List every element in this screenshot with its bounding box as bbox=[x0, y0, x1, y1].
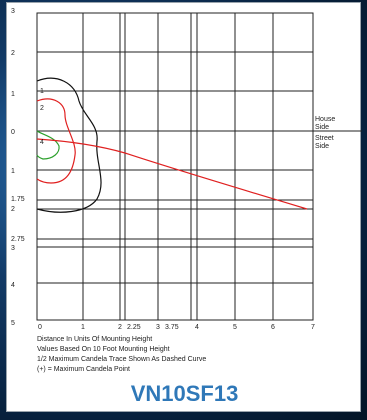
vertical-gridlines bbox=[82, 13, 274, 320]
y-label: 3 bbox=[11, 8, 15, 15]
street-side-label: Side bbox=[315, 143, 329, 150]
note-max-candela: (+) = Maximum Candela Point bbox=[37, 366, 130, 373]
y-label: 2 bbox=[11, 206, 15, 213]
x-axis-labels: 0 1 2 2.25 3 3.75 4 5 6 7 bbox=[38, 324, 315, 331]
note-half-max-trace: 1/2 Maximum Candela Trace Shown As Dashe… bbox=[37, 356, 207, 363]
street-label: Street bbox=[315, 135, 334, 142]
horizontal-gridlines bbox=[37, 51, 313, 284]
model-title: VN10SF13 bbox=[130, 381, 239, 406]
isocandle-curve-4 bbox=[36, 130, 60, 160]
x-label: 2.25 bbox=[127, 324, 141, 331]
y-label: 3 bbox=[11, 245, 15, 252]
curve-label-4: 4 bbox=[40, 139, 44, 146]
x-label: 7 bbox=[311, 324, 315, 331]
isofootcandle-plot: 3 2 1 0 1 1.75 2 2.75 3 4 5 0 1 2 2.25 3… bbox=[11, 8, 362, 331]
x-label: 3 bbox=[156, 324, 160, 331]
y-label: 0 bbox=[11, 129, 15, 136]
house-side-label: Side bbox=[315, 124, 329, 131]
y-label: 1 bbox=[11, 168, 15, 175]
x-label: 1 bbox=[81, 324, 85, 331]
curve-label-1: 1 bbox=[40, 88, 44, 95]
y-label: 1.75 bbox=[11, 196, 25, 203]
plot-frame bbox=[36, 12, 314, 321]
isocandle-curve-1 bbox=[36, 77, 102, 213]
y-label: 2 bbox=[11, 50, 15, 57]
y-label: 1 bbox=[11, 91, 15, 98]
curve-labels: 1 2 4 bbox=[40, 88, 44, 146]
diagram-panel: 3 2 1 0 1 1.75 2 2.75 3 4 5 0 1 2 2.25 3… bbox=[6, 2, 362, 412]
isocandle-curve-2 bbox=[36, 98, 76, 184]
x-label: 5 bbox=[233, 324, 237, 331]
y-label: 2.75 bbox=[11, 236, 25, 243]
house-label: House bbox=[315, 116, 335, 123]
y-axis-labels: 3 2 1 0 1 1.75 2 2.75 3 4 5 bbox=[11, 8, 25, 327]
curve-label-2: 2 bbox=[40, 105, 44, 112]
note-mounting-height: Values Based On 10 Foot Mounting Height bbox=[37, 346, 170, 353]
x-label: 2 bbox=[118, 324, 122, 331]
note-distance: Distance In Units Of Mounting Height bbox=[37, 336, 153, 343]
x-label: 0 bbox=[38, 324, 42, 331]
x-label: 4 bbox=[195, 324, 199, 331]
x-label: 3.75 bbox=[165, 324, 179, 331]
y-label: 4 bbox=[11, 282, 15, 289]
candela-trace-line bbox=[36, 138, 308, 210]
x-label: 6 bbox=[271, 324, 275, 331]
side-labels: House Side Street Side bbox=[315, 116, 335, 150]
y-label: 5 bbox=[11, 320, 15, 327]
